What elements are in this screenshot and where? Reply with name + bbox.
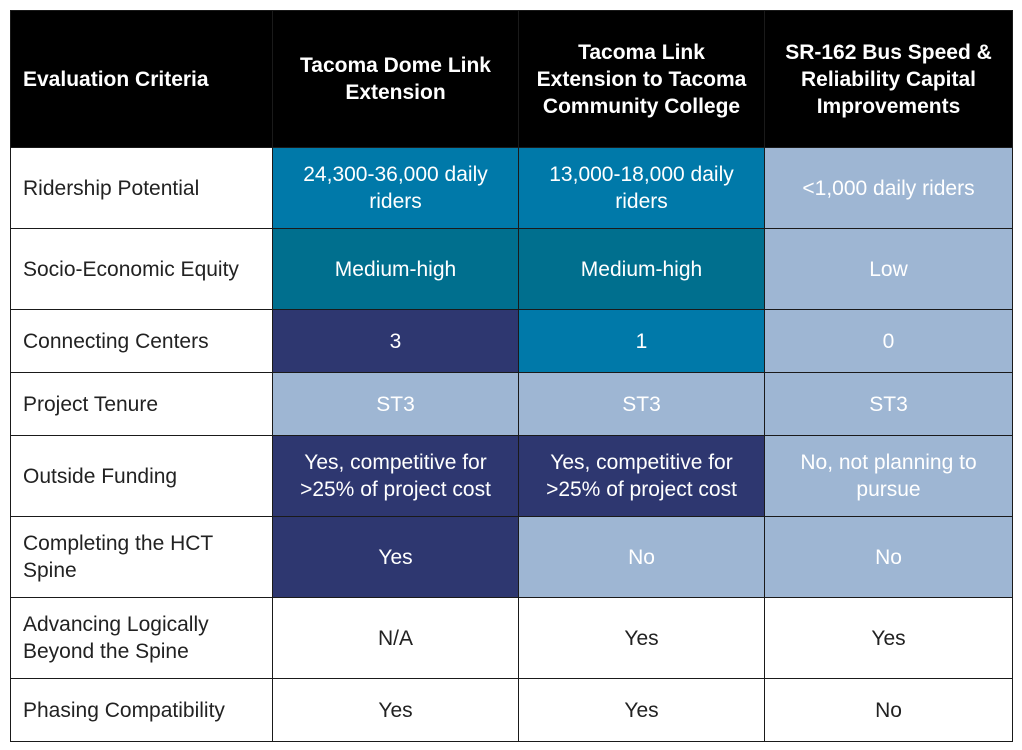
value-cell: 13,000-18,000 daily riders: [518, 147, 765, 229]
criteria-cell: Connecting Centers: [10, 309, 273, 373]
header-tacoma-link-tcc: Tacoma Link Extension to Tacoma Communit…: [518, 10, 765, 148]
value-cell: <1,000 daily riders: [764, 147, 1013, 229]
criteria-cell: Outside Funding: [10, 435, 273, 517]
table-row: Advancing Logically Beyond the Spine N/A…: [10, 597, 1013, 679]
criteria-cell: Ridership Potential: [10, 147, 273, 229]
criteria-cell: Project Tenure: [10, 372, 273, 436]
value-cell: Yes: [272, 678, 519, 742]
value-cell: 3: [272, 309, 519, 373]
evaluation-table: Evaluation Criteria Tacoma Dome Link Ext…: [10, 10, 1013, 742]
value-cell: 0: [764, 309, 1013, 373]
value-cell: Yes: [518, 597, 765, 679]
table-row: Outside Funding Yes, competitive for >25…: [10, 435, 1013, 517]
value-cell: No: [764, 678, 1013, 742]
value-cell: Medium-high: [518, 228, 765, 310]
value-cell: 24,300-36,000 daily riders: [272, 147, 519, 229]
criteria-cell: Phasing Compatibility: [10, 678, 273, 742]
value-cell: ST3: [272, 372, 519, 436]
table-row: Completing the HCT Spine Yes No No: [10, 516, 1013, 598]
table-row: Ridership Potential 24,300-36,000 daily …: [10, 147, 1013, 229]
header-row: Evaluation Criteria Tacoma Dome Link Ext…: [10, 10, 1013, 148]
table-row: Socio-Economic Equity Medium-high Medium…: [10, 228, 1013, 310]
value-cell: No, not planning to pursue: [764, 435, 1013, 517]
value-cell: ST3: [764, 372, 1013, 436]
value-cell: Low: [764, 228, 1013, 310]
value-cell: 1: [518, 309, 765, 373]
table-row: Connecting Centers 3 1 0: [10, 309, 1013, 373]
criteria-cell: Advancing Logically Beyond the Spine: [10, 597, 273, 679]
table-row: Project Tenure ST3 ST3 ST3: [10, 372, 1013, 436]
table-row: Phasing Compatibility Yes Yes No: [10, 678, 1013, 742]
value-cell: Yes: [272, 516, 519, 598]
value-cell: Yes: [764, 597, 1013, 679]
value-cell: ST3: [518, 372, 765, 436]
criteria-cell: Socio-Economic Equity: [10, 228, 273, 310]
value-cell: Yes, competitive for >25% of project cos…: [272, 435, 519, 517]
header-tacoma-dome-link: Tacoma Dome Link Extension: [272, 10, 519, 148]
value-cell: N/A: [272, 597, 519, 679]
value-cell: No: [764, 516, 1013, 598]
criteria-cell: Completing the HCT Spine: [10, 516, 273, 598]
header-evaluation-criteria: Evaluation Criteria: [10, 10, 273, 148]
value-cell: Yes: [518, 678, 765, 742]
value-cell: Medium-high: [272, 228, 519, 310]
value-cell: No: [518, 516, 765, 598]
value-cell: Yes, competitive for >25% of project cos…: [518, 435, 765, 517]
header-sr162-bus: SR-162 Bus Speed & Reliability Capital I…: [764, 10, 1013, 148]
